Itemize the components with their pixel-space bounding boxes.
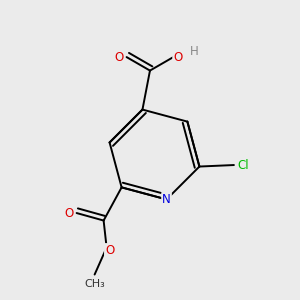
Text: O: O bbox=[105, 244, 114, 257]
Text: N: N bbox=[162, 193, 171, 206]
Text: O: O bbox=[115, 51, 124, 64]
Text: H: H bbox=[190, 45, 199, 58]
Text: O: O bbox=[64, 206, 74, 220]
Text: Cl: Cl bbox=[237, 158, 249, 172]
Text: CH₃: CH₃ bbox=[84, 278, 105, 289]
Text: O: O bbox=[173, 51, 182, 64]
